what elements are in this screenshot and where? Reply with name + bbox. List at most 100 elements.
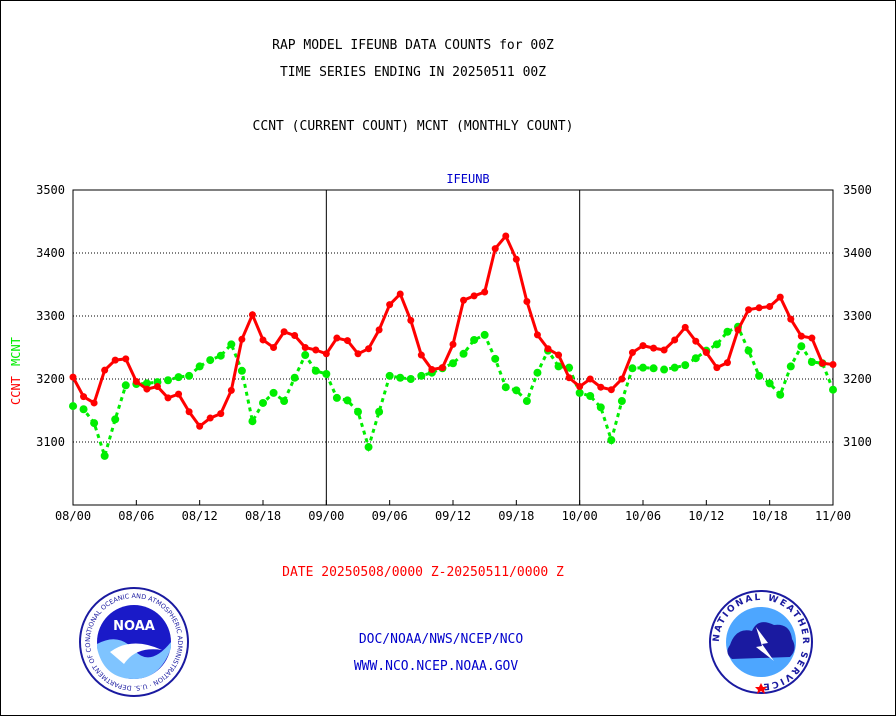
mcnt-point [142, 379, 151, 388]
ccnt-point [407, 316, 415, 324]
ccnt-point [428, 366, 436, 374]
x-tick-label: 10/18 [752, 509, 788, 523]
mcnt-point [575, 388, 584, 397]
ccnt-point [333, 334, 341, 342]
mcnt-point [628, 364, 637, 373]
mcnt-point [237, 366, 246, 375]
ccnt-point [196, 422, 204, 430]
mcnt-point [480, 330, 489, 339]
mcnt-point [121, 381, 130, 390]
mcnt-point [248, 417, 257, 426]
ccnt-point [745, 306, 753, 314]
ccnt-point [449, 340, 457, 348]
ccnt-point [312, 346, 320, 354]
ccnt-point [248, 311, 256, 319]
mcnt-point [449, 359, 457, 368]
ccnt-point [259, 336, 267, 344]
mcnt-point [639, 363, 647, 372]
ccnt-point [386, 301, 394, 309]
ccnt-point [565, 374, 573, 382]
ccnt-point [766, 303, 774, 311]
ccnt-point [787, 315, 795, 323]
mcnt-point [607, 436, 616, 445]
mcnt-point [364, 443, 373, 452]
mcnt-point [301, 351, 310, 360]
ccnt-point [512, 255, 520, 263]
mcnt-point [797, 342, 806, 351]
ccnt-point [523, 298, 531, 306]
ccnt-point [607, 386, 615, 394]
mcnt-point [617, 397, 626, 406]
mcnt-point [216, 351, 225, 360]
mcnt-point [354, 407, 362, 416]
mcnt-point [185, 371, 194, 380]
mcnt-point [290, 373, 299, 382]
mcnt-point [807, 357, 816, 366]
ccnt-point [301, 344, 309, 351]
ccnt-point [375, 326, 383, 334]
mcnt-point [164, 376, 172, 385]
ccnt-point [776, 293, 784, 301]
ccnt-point [692, 337, 700, 345]
ccnt-point [576, 383, 584, 391]
mcnt-point [470, 335, 479, 344]
ccnt-point [829, 361, 837, 369]
y-tick-label-right: 3200 [843, 372, 872, 386]
ccnt-point [502, 232, 510, 240]
ccnt-point [206, 414, 214, 422]
mcnt-point [195, 362, 204, 371]
x-tick-label: 08/06 [118, 509, 154, 523]
mcnt-point [269, 388, 278, 397]
y-tick-label-left: 3100 [36, 435, 65, 449]
x-tick-label: 10/06 [625, 509, 661, 523]
ccnt-point [555, 351, 563, 359]
mcnt-point [649, 364, 658, 373]
ccnt-point [291, 332, 299, 340]
ccnt-point [723, 359, 731, 367]
mcnt-point [829, 385, 837, 394]
mcnt-point [501, 383, 510, 392]
ccnt-point [713, 364, 721, 372]
date-range-label: DATE 20250508/0000 Z-20250511/0000 Z [282, 565, 564, 580]
ccnt-point [111, 356, 119, 364]
mcnt-point [332, 393, 341, 402]
mcnt-point [280, 397, 289, 406]
ccnt-point [639, 342, 647, 350]
mcnt-point [755, 371, 764, 380]
x-tick-label: 09/18 [498, 509, 534, 523]
mcnt-point [491, 354, 500, 363]
ccnt-point [343, 337, 351, 345]
ccnt-point [533, 331, 541, 339]
mcnt-point [396, 373, 405, 382]
mcnt-point [712, 340, 721, 349]
mcnt-point [343, 396, 352, 405]
ccnt-point [238, 335, 246, 343]
ccnt-point [734, 326, 742, 334]
mcnt-point [69, 402, 77, 411]
mcnt-point [660, 365, 669, 374]
chart-title-line3: CCNT (CURRENT COUNT) MCNT (MONTHLY COUNT… [252, 119, 574, 134]
y-tick-label-right: 3300 [843, 309, 872, 323]
ccnt-point [227, 386, 235, 394]
y-tick-label-left: 3500 [36, 183, 65, 197]
mcnt-point [723, 327, 732, 336]
ccnt-point [628, 349, 636, 357]
mcnt-point [691, 354, 700, 363]
mcnt-point [406, 375, 415, 383]
mcnt-point [786, 362, 795, 371]
mcnt-point [459, 349, 468, 358]
mcnt-point [596, 403, 605, 412]
ccnt-point [143, 385, 151, 393]
ccnt-point [671, 336, 679, 344]
mcnt-point [79, 405, 88, 414]
ccnt-point [417, 351, 425, 359]
mcnt-point [586, 392, 595, 401]
ccnt-point [702, 349, 710, 357]
mcnt-point [227, 340, 236, 349]
mcnt-point [670, 363, 679, 372]
ccnt-point [365, 345, 373, 353]
ccnt-point [586, 375, 594, 383]
mcnt-point [111, 415, 120, 424]
ccnt-point [597, 383, 605, 391]
y-axis-label-ccnt: CCNT [9, 376, 23, 405]
